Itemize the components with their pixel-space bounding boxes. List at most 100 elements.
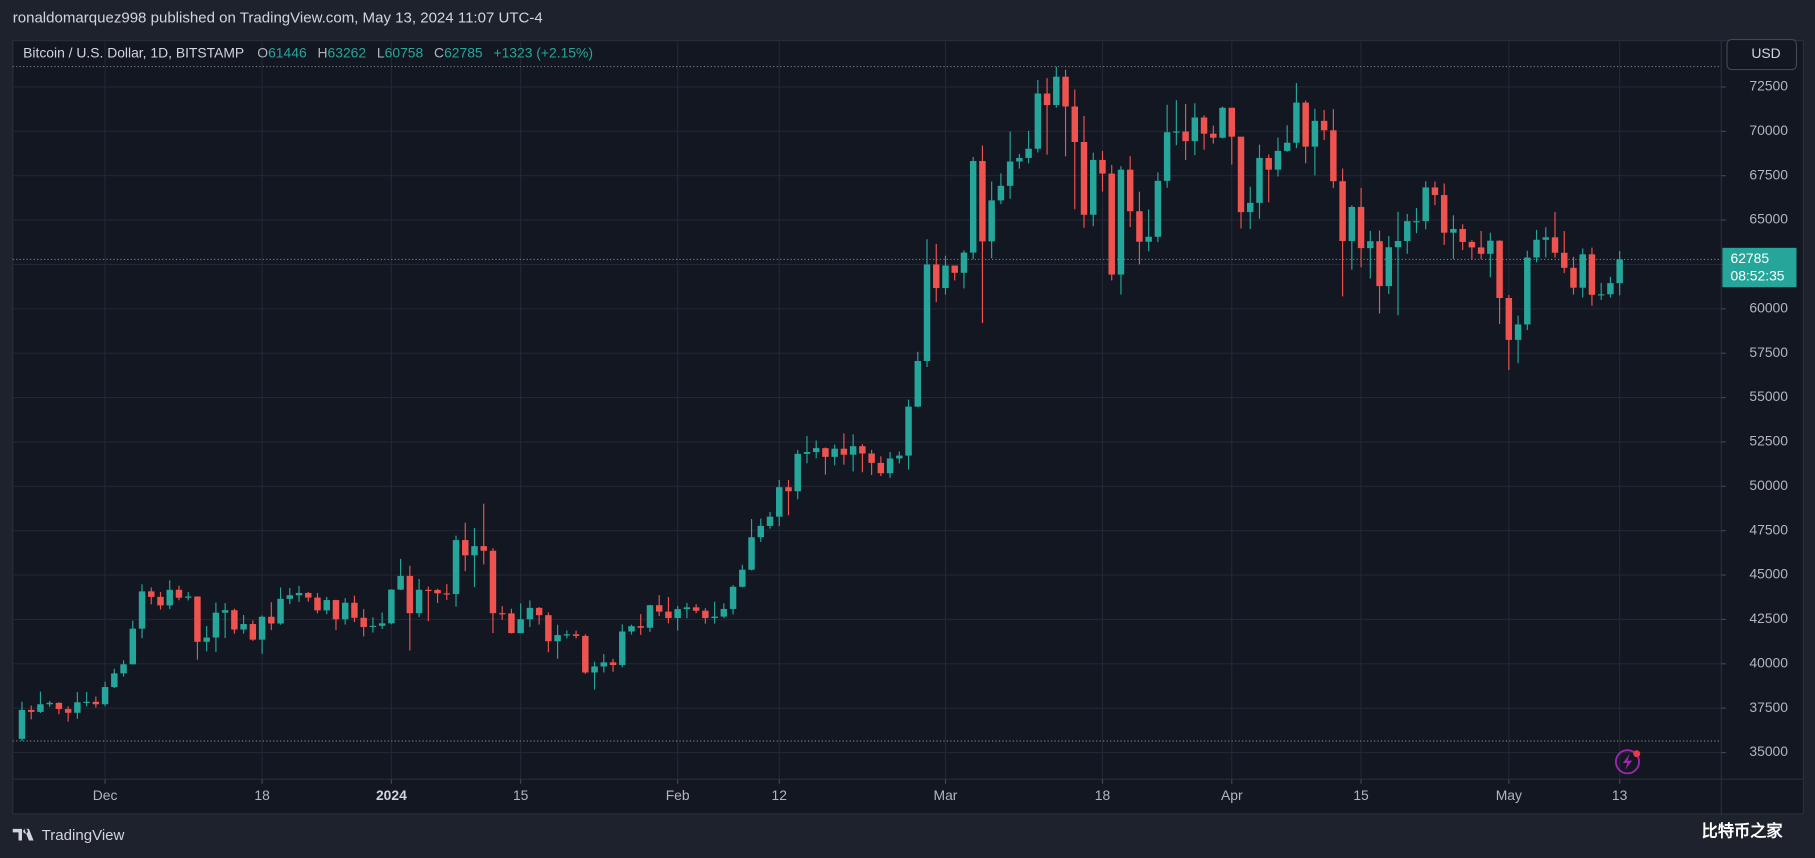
candle-body <box>1071 106 1079 142</box>
candle-body <box>314 597 321 611</box>
candle-body <box>674 609 681 618</box>
candle-body <box>1477 247 1485 254</box>
candle-body <box>1274 150 1282 170</box>
candle-body <box>138 591 146 629</box>
candle-body <box>1043 93 1051 106</box>
candle-body <box>1016 157 1023 162</box>
candle-body <box>739 569 746 587</box>
candle-body <box>1496 240 1503 298</box>
candle-body <box>545 615 552 642</box>
y-tick-label: 55000 <box>1749 388 1788 404</box>
currency-label[interactable]: USD <box>1751 45 1780 61</box>
candle-body <box>655 605 663 612</box>
y-tick-label: 37500 <box>1749 699 1788 715</box>
candle-body <box>37 704 44 712</box>
candle-body <box>868 453 875 463</box>
legend: Bitcoin / U.S. Dollar, 1D, BITSTAMP O614… <box>23 44 593 60</box>
candle-body <box>729 586 737 609</box>
candle-body <box>1173 131 1180 133</box>
candle-body <box>351 602 358 618</box>
candle-body <box>101 687 109 705</box>
candle-body <box>268 616 275 624</box>
candle-body <box>74 702 81 713</box>
alert-icon <box>1614 749 1641 775</box>
candle-body <box>1320 120 1328 131</box>
candle-body <box>942 265 949 289</box>
candle-body <box>157 596 164 606</box>
footer-logo <box>12 828 34 841</box>
x-tick-label: 18 <box>254 787 270 803</box>
y-tick-label: 40000 <box>1749 654 1788 670</box>
candle-body <box>933 264 940 289</box>
candle-body <box>184 596 192 598</box>
candle-body <box>1311 120 1319 147</box>
candle-body <box>979 160 986 242</box>
candle-body <box>415 589 423 614</box>
x-tick-label: 15 <box>513 787 529 803</box>
currency-button[interactable] <box>1726 38 1798 71</box>
last-price-box <box>1722 247 1797 288</box>
legend-change: +1323 (+2.15%) <box>493 44 593 60</box>
candle-body <box>1588 254 1596 295</box>
x-tick-label: Dec <box>93 787 118 803</box>
candle-body <box>1348 206 1356 242</box>
candle-body <box>1302 102 1309 147</box>
candle-body <box>711 616 718 618</box>
candle-body <box>1283 142 1291 151</box>
candle-body <box>1394 241 1402 248</box>
candle-body <box>609 662 617 666</box>
candle-body <box>600 662 608 667</box>
legend-value: 62785 <box>444 44 483 60</box>
candle-body <box>1247 202 1254 213</box>
candle-body <box>1062 76 1069 107</box>
candle-body <box>1533 239 1540 258</box>
candle-body <box>1367 241 1374 249</box>
candle-body <box>175 589 183 598</box>
candle-body <box>369 625 377 628</box>
candle-body <box>212 612 220 638</box>
y-tick-label: 65000 <box>1749 211 1788 227</box>
candle-body <box>295 592 303 596</box>
candle-body <box>1006 161 1014 186</box>
legend-letter: C <box>434 44 444 60</box>
candle-body <box>111 673 118 688</box>
candle-body <box>452 540 460 595</box>
candle-body <box>563 634 571 636</box>
x-tick-label: 2024 <box>376 787 407 803</box>
candle-body <box>83 701 90 703</box>
legend-value: 61446 <box>268 44 307 60</box>
legend-value: 63262 <box>328 44 367 60</box>
candle-body <box>1579 254 1586 288</box>
candle-body <box>434 589 441 594</box>
candle-body <box>443 593 451 595</box>
candle-body <box>489 550 497 614</box>
candle-body <box>702 610 709 618</box>
candle-body <box>776 487 783 517</box>
candles <box>18 66 1623 741</box>
candle-body <box>1126 169 1134 212</box>
candle-body <box>27 709 35 712</box>
candle-body <box>859 446 866 454</box>
candle-body <box>332 600 340 620</box>
candle-body <box>877 462 885 474</box>
y-tick-label: 67500 <box>1749 166 1788 182</box>
legend-value: 60758 <box>385 44 424 60</box>
candle-body <box>1200 117 1208 134</box>
y-tick-label: 60000 <box>1749 299 1788 315</box>
candle-body <box>905 406 912 456</box>
y-tick-label: 57500 <box>1749 344 1788 360</box>
candle-body <box>305 592 312 598</box>
x-tick-label: Apr <box>1221 787 1243 803</box>
candle-body <box>55 702 63 710</box>
candle-body <box>582 635 589 673</box>
candle-body <box>277 598 284 624</box>
candle-body <box>1514 324 1522 340</box>
footer-brand: TradingView <box>42 827 125 844</box>
y-tick-label: 70000 <box>1749 122 1788 138</box>
candle-body <box>591 666 598 673</box>
candle-body <box>720 608 728 617</box>
candle-body <box>1385 247 1393 287</box>
candle-body <box>203 637 210 642</box>
candle-body <box>988 200 995 242</box>
